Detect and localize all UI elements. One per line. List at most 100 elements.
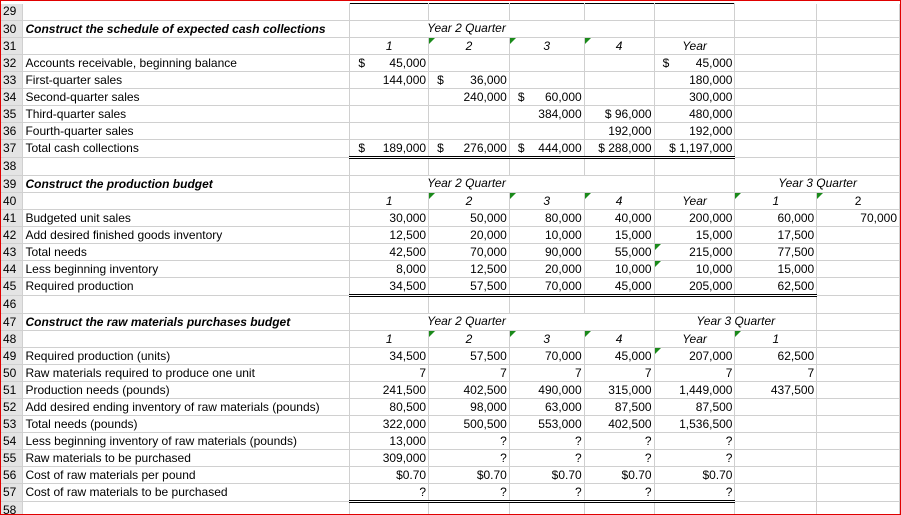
cell[interactable]: 20,000	[428, 226, 510, 244]
row-header[interactable]: 54	[1, 432, 24, 450]
cell[interactable]	[654, 295, 736, 314]
cell[interactable]: 57,500	[428, 347, 510, 365]
cell[interactable]	[349, 3, 430, 21]
row-header[interactable]: 34	[1, 88, 24, 106]
cell[interactable]: 12,500	[349, 226, 430, 244]
cell[interactable]	[22, 37, 351, 55]
cell[interactable]: 180,000	[654, 71, 736, 89]
cell[interactable]	[816, 398, 900, 416]
row-header[interactable]: 38	[1, 157, 24, 176]
col-header-q3[interactable]: 3	[509, 37, 585, 55]
row-label[interactable]: Accounts receivable, beginning balance	[22, 54, 351, 72]
total-cell[interactable]: $189,000	[349, 139, 430, 159]
row-header[interactable]: 51	[1, 381, 24, 399]
cell[interactable]: 45,000	[584, 347, 655, 365]
cell[interactable]	[734, 105, 818, 123]
row-header[interactable]: 33	[1, 71, 24, 89]
cell[interactable]: $0.70	[654, 466, 736, 484]
cell[interactable]	[428, 122, 510, 140]
cell[interactable]	[734, 122, 818, 140]
row-header[interactable]: 58	[1, 501, 24, 514]
raw-group-header[interactable]: Year 2 Quarter	[427, 313, 510, 331]
cell[interactable]	[509, 122, 585, 140]
row-header[interactable]: 55	[1, 449, 24, 467]
cell[interactable]: 80,500	[349, 398, 430, 416]
row-label[interactable]: Less beginning inventory	[22, 260, 351, 278]
row-label[interactable]: Production needs (pounds)	[22, 381, 351, 399]
production-group-header-2[interactable]: Year 3 Quarter	[734, 175, 857, 193]
cell[interactable]	[584, 313, 655, 331]
cell[interactable]: 80,000	[509, 209, 585, 227]
col-header-q2[interactable]: 2	[428, 37, 510, 55]
cell[interactable]	[22, 3, 351, 21]
total-cell[interactable]: $ 288,000	[584, 139, 655, 159]
row-header[interactable]: 41	[1, 209, 24, 227]
cell[interactable]	[816, 37, 900, 55]
cell[interactable]: $45,000	[654, 54, 736, 72]
cell[interactable]	[584, 20, 655, 38]
cell[interactable]	[734, 37, 818, 55]
row-header[interactable]: 40	[1, 192, 24, 210]
total-cell[interactable]: ?	[428, 483, 510, 503]
total-cell[interactable]: $ 1,197,000	[654, 139, 736, 159]
col-header-q3[interactable]: 3	[509, 330, 585, 348]
cell[interactable]	[734, 313, 818, 331]
total-cell[interactable]: 57,500	[428, 277, 510, 297]
row-header[interactable]: 48	[1, 330, 24, 348]
cell[interactable]: 10,000	[654, 260, 736, 278]
row-header[interactable]: 29	[1, 3, 24, 21]
production-section-title[interactable]: Construct the production budget	[22, 175, 351, 193]
cell[interactable]	[509, 20, 585, 38]
row-label[interactable]: Raw materials to be purchased	[22, 449, 351, 467]
row-header[interactable]: 44	[1, 260, 24, 278]
col-header-y3q1[interactable]: 1	[734, 192, 818, 210]
cell[interactable]	[584, 157, 655, 176]
cell[interactable]	[509, 313, 585, 331]
row-label[interactable]: Total needs (pounds)	[22, 415, 351, 433]
cell[interactable]	[734, 466, 818, 484]
cell[interactable]: 30,000	[349, 209, 430, 227]
row-label[interactable]: Raw materials required to produce one un…	[22, 364, 351, 382]
col-header-year[interactable]: Year	[654, 37, 736, 55]
cell[interactable]: 144,000	[349, 71, 430, 89]
cell[interactable]	[22, 192, 351, 210]
cash-section-title[interactable]: Construct the schedule of expected cash …	[22, 20, 351, 38]
cell[interactable]: 10,000	[584, 260, 655, 278]
cell[interactable]	[428, 105, 510, 123]
cell[interactable]: 10,000	[509, 226, 585, 244]
cell[interactable]	[509, 54, 585, 72]
row-label[interactable]: Fourth-quarter sales	[22, 122, 351, 140]
cell[interactable]	[509, 3, 585, 21]
row-header[interactable]: 42	[1, 226, 24, 244]
col-header-year[interactable]: Year	[654, 330, 736, 348]
cell[interactable]	[816, 157, 900, 176]
col-header-q1[interactable]: 1	[349, 330, 430, 348]
cell[interactable]	[654, 3, 736, 21]
cell[interactable]: ?	[584, 449, 655, 467]
row-header[interactable]: 53	[1, 415, 24, 433]
cell[interactable]: 240,000	[428, 88, 510, 106]
cell[interactable]: 70,000	[428, 243, 510, 261]
cell[interactable]	[816, 415, 900, 433]
cell[interactable]	[816, 105, 900, 123]
row-header[interactable]: 45	[1, 277, 24, 296]
cell[interactable]	[734, 88, 818, 106]
cell[interactable]: ?	[654, 449, 736, 467]
cell[interactable]	[734, 449, 818, 467]
row-header[interactable]: 37	[1, 139, 24, 158]
cell[interactable]: 8,000	[349, 260, 430, 278]
cell[interactable]	[816, 466, 900, 484]
cell[interactable]	[816, 20, 900, 38]
col-header-q4[interactable]: 4	[584, 330, 655, 348]
cell[interactable]: 15,000	[654, 226, 736, 244]
row-label[interactable]: Budgeted unit sales	[22, 209, 351, 227]
total-cell[interactable]: $444,000	[509, 139, 585, 159]
cell[interactable]	[349, 157, 430, 176]
cell[interactable]	[22, 157, 351, 176]
row-header[interactable]: 35	[1, 105, 24, 123]
cell[interactable]: 1,449,000	[654, 381, 736, 399]
col-header-q4[interactable]: 4	[584, 37, 655, 55]
col-header-q4[interactable]: 4	[584, 192, 655, 210]
row-header[interactable]: 36	[1, 122, 24, 140]
cell[interactable]: ?	[509, 449, 585, 467]
